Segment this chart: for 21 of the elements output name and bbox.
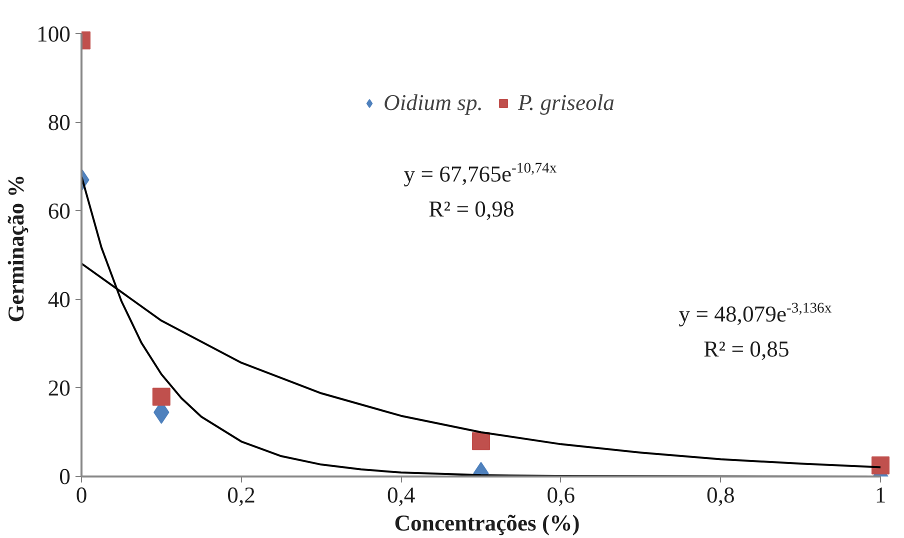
y-tick-label: 100 bbox=[36, 21, 70, 46]
x-axis-title: Concentrações (%) bbox=[394, 510, 580, 536]
point bbox=[472, 432, 490, 450]
legend-label: Oidium sp. bbox=[384, 90, 483, 116]
x-tick-label: 0,2 bbox=[227, 482, 256, 508]
annotation: R² = 0,98 bbox=[428, 196, 514, 222]
legend-label: P. griseola bbox=[518, 90, 614, 116]
x-tick-label: 0,8 bbox=[706, 482, 735, 508]
y-tick-label: 80 bbox=[48, 110, 70, 135]
x-tick-label: 0,4 bbox=[386, 482, 416, 508]
point bbox=[872, 456, 890, 474]
annotation: R² = 0,85 bbox=[704, 336, 790, 362]
x-tick-label: 1 bbox=[874, 482, 886, 508]
x-tick-label: 0 bbox=[76, 482, 88, 508]
y-tick-label: 40 bbox=[48, 286, 70, 312]
point bbox=[152, 388, 170, 406]
y-tick-label: 60 bbox=[48, 198, 70, 224]
y-axis-title: Germinação % bbox=[4, 174, 29, 322]
x-tick-label: 0,6 bbox=[546, 482, 576, 508]
y-tick-label: 0 bbox=[59, 464, 70, 489]
y-tick-label: 20 bbox=[48, 375, 70, 400]
